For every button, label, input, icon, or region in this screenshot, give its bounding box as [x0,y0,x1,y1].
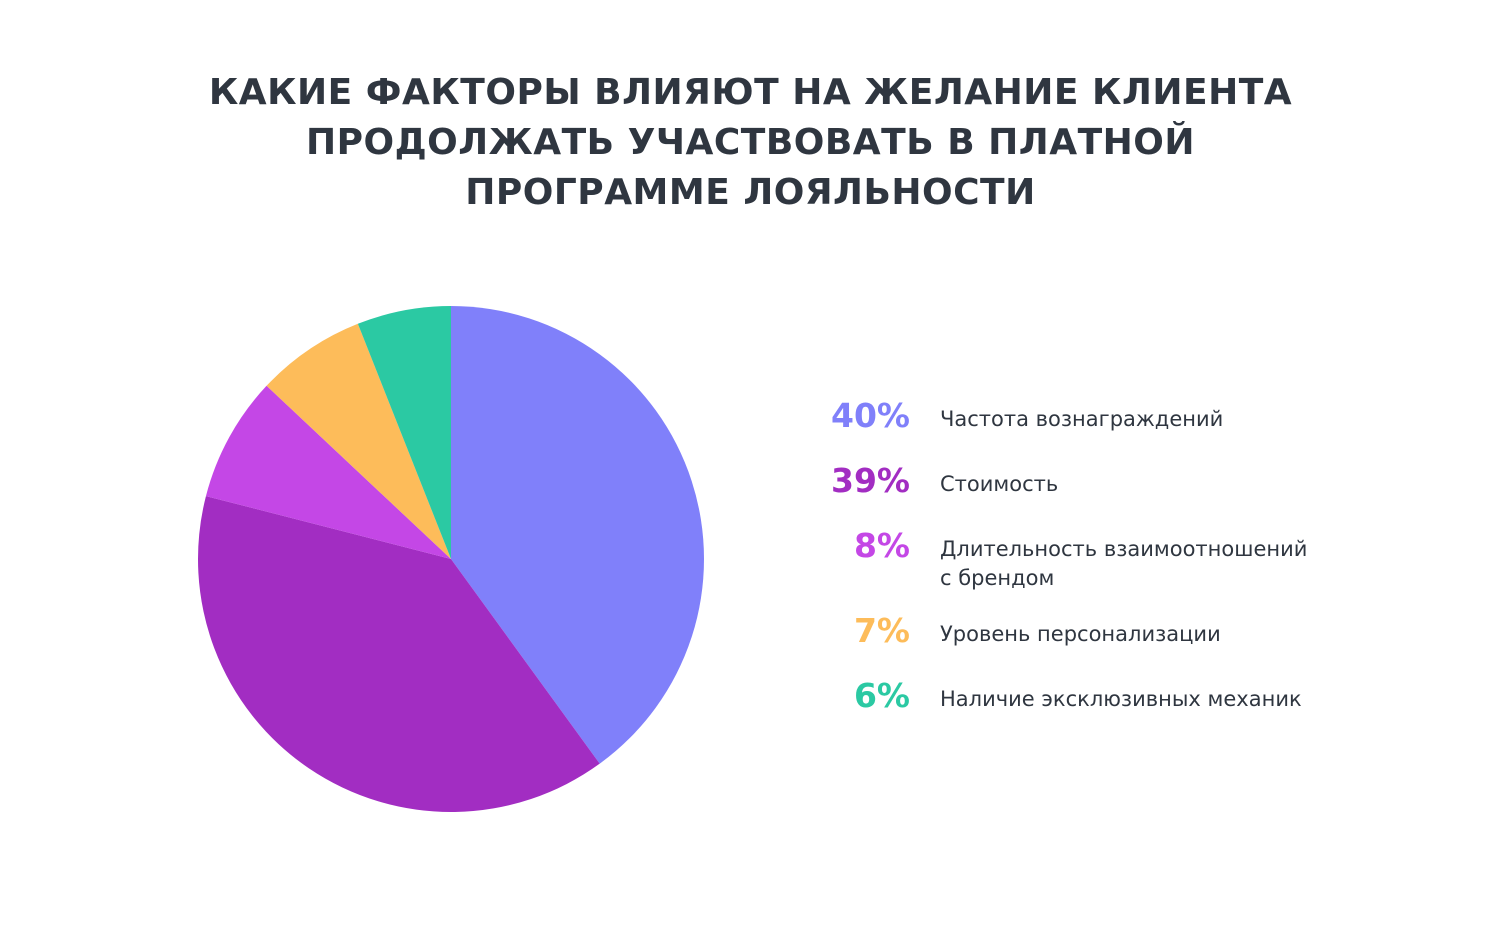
legend-item-dlitelnost-vzaimootnosheniy: 8% Длительность взаимоотношений с брендо… [800,525,1360,590]
legend-value: 40% [831,396,910,435]
chart-title-line-1: КАКИЕ ФАКТОРЫ ВЛИЯЮТ НА ЖЕЛАНИЕ КЛИЕНТА [208,72,1293,113]
pie-slice-chastota-voznagrazhdeniy [451,306,704,764]
legend-label: Длительность взаимоотношений с брендом [940,535,1360,593]
legend-label-line: с брендом [940,566,1055,590]
chart-title-line-2: ПРОДОЛЖАТЬ УЧАСТВОВАТЬ В ПЛАТНОЙ [306,122,1195,163]
legend-label-line: Частота вознаграждений [940,407,1224,431]
legend-label-line: Уровень персонализации [940,622,1221,646]
pie-slice-nalichie-eksklyuzivnykh-mekhanik [357,306,451,559]
legend-label-line: Длительность взаимоотношений [940,537,1308,561]
legend-label: Уровень персонализации [940,620,1360,649]
legend-label-line: Стоимость [940,472,1059,496]
chart-title: КАКИЕ ФАКТОРЫ ВЛИЯЮТ НА ЖЕЛАНИЕ КЛИЕНТА … [150,68,1351,218]
chart-title-line-3: ПРОГРАММЕ ЛОЯЛЬНОСТИ [465,172,1036,213]
pie-slice-stoimost [198,496,600,812]
legend-value: 6% [853,676,910,715]
legend-item-nalichie-eksklyuzivnykh-mekhanik: 6% Наличие эксклюзивных механик [800,675,1360,735]
legend-item-uroven-personalizatsii: 7% Уровень персонализации [800,610,1360,670]
legend-value: 39% [831,461,910,500]
legend-label: Частота вознаграждений [940,405,1360,434]
legend-label-line: Наличие эксклюзивных механик [940,687,1302,711]
legend-value: 7% [853,611,910,650]
pie-slice-uroven-personalizatsii [266,323,451,559]
legend-label: Наличие эксклюзивных механик [940,685,1360,714]
legend-item-stoimost: 39% Стоимость [800,460,1360,520]
legend-label: Стоимость [940,470,1360,499]
pie-slice-dlitelnost-vzaimootnosheniy [205,385,451,559]
legend-value: 8% [853,526,910,565]
legend-item-chastota-voznagrazhdeniy: 40% Частота вознаграждений [800,395,1360,455]
